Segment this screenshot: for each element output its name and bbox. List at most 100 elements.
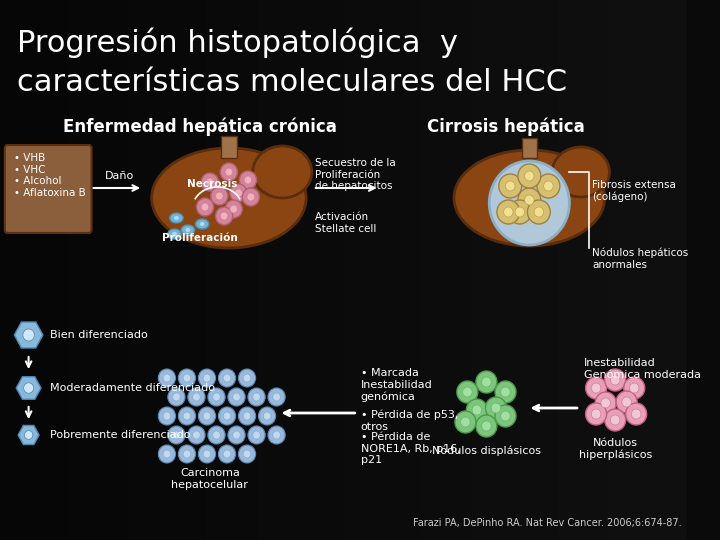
Circle shape [457, 381, 478, 403]
Circle shape [626, 403, 647, 425]
Bar [678, 0, 687, 540]
Circle shape [268, 426, 285, 444]
Bar [532, 0, 541, 540]
Circle shape [499, 174, 522, 198]
Circle shape [585, 403, 606, 425]
Circle shape [243, 450, 251, 458]
Text: Moderadamente diferenciado: Moderadamente diferenciado [50, 383, 215, 393]
Bar [395, 0, 403, 540]
Circle shape [495, 381, 516, 403]
Circle shape [233, 431, 240, 439]
Circle shape [188, 388, 205, 406]
Circle shape [202, 173, 218, 191]
Bar [221, 136, 237, 158]
Circle shape [183, 412, 191, 420]
Bar [652, 0, 661, 540]
Bar [490, 0, 498, 540]
Bar [644, 0, 652, 540]
Circle shape [247, 193, 255, 201]
Circle shape [268, 388, 285, 406]
Circle shape [163, 374, 171, 382]
Bar [498, 0, 506, 540]
Circle shape [611, 375, 620, 385]
Circle shape [179, 369, 196, 387]
FancyBboxPatch shape [5, 145, 91, 233]
Bar [94, 0, 103, 540]
Bar [343, 0, 352, 540]
Circle shape [215, 192, 223, 200]
Ellipse shape [199, 221, 205, 226]
Text: • Pérdida de p53,
otros: • Pérdida de p53, otros [361, 410, 458, 432]
Circle shape [206, 178, 214, 186]
Circle shape [211, 187, 228, 205]
Text: Fibrosis extensa
(colágeno): Fibrosis extensa (colágeno) [593, 180, 676, 202]
Circle shape [467, 399, 487, 421]
Bar [558, 0, 567, 540]
Ellipse shape [174, 215, 179, 220]
Bar [86, 0, 94, 540]
Circle shape [228, 388, 245, 406]
Circle shape [629, 383, 639, 393]
Circle shape [273, 393, 280, 401]
Bar [549, 0, 558, 540]
Text: • Marcada
Inestabilidad
genómica: • Marcada Inestabilidad genómica [361, 368, 432, 402]
Circle shape [253, 431, 261, 439]
Bar [429, 0, 438, 540]
Circle shape [163, 450, 171, 458]
Circle shape [503, 207, 513, 217]
Text: Daño: Daño [105, 171, 134, 181]
Bar [103, 0, 112, 540]
Circle shape [212, 393, 220, 401]
Circle shape [248, 388, 265, 406]
Circle shape [218, 445, 235, 463]
Ellipse shape [168, 229, 181, 239]
Bar [446, 0, 455, 540]
Circle shape [212, 431, 220, 439]
Bar [35, 0, 43, 540]
Bar [318, 0, 326, 540]
Circle shape [203, 374, 211, 382]
Ellipse shape [552, 147, 609, 197]
Circle shape [24, 430, 33, 440]
Bar [618, 0, 626, 540]
Circle shape [199, 369, 215, 387]
Bar [352, 0, 361, 540]
Circle shape [537, 174, 560, 198]
Circle shape [591, 409, 601, 419]
Circle shape [23, 329, 35, 341]
Circle shape [528, 200, 550, 224]
Circle shape [485, 397, 506, 419]
Circle shape [179, 445, 196, 463]
Circle shape [230, 205, 238, 213]
Bar [326, 0, 335, 540]
Text: Proliferación: Proliferación [163, 233, 238, 243]
Bar [464, 0, 472, 540]
Bar [369, 0, 378, 540]
Circle shape [476, 415, 497, 437]
Bar [68, 0, 77, 540]
Ellipse shape [171, 232, 177, 237]
Bar [661, 0, 670, 540]
Ellipse shape [253, 146, 312, 198]
Bar [522, 138, 537, 158]
Circle shape [215, 207, 233, 225]
Bar [189, 0, 197, 540]
Circle shape [183, 374, 191, 382]
Bar [206, 0, 215, 540]
Circle shape [233, 393, 240, 401]
Circle shape [631, 409, 641, 419]
Circle shape [168, 426, 185, 444]
Circle shape [605, 409, 626, 431]
Circle shape [258, 407, 276, 425]
Bar [541, 0, 549, 540]
Circle shape [472, 405, 482, 415]
Circle shape [218, 407, 235, 425]
Bar [275, 0, 283, 540]
Bar [240, 0, 249, 540]
Bar [361, 0, 369, 540]
Text: Nódulos displásicos: Nódulos displásicos [432, 446, 541, 456]
Ellipse shape [152, 148, 306, 248]
Polygon shape [17, 377, 41, 399]
Bar [420, 0, 429, 540]
Bar [26, 0, 35, 540]
